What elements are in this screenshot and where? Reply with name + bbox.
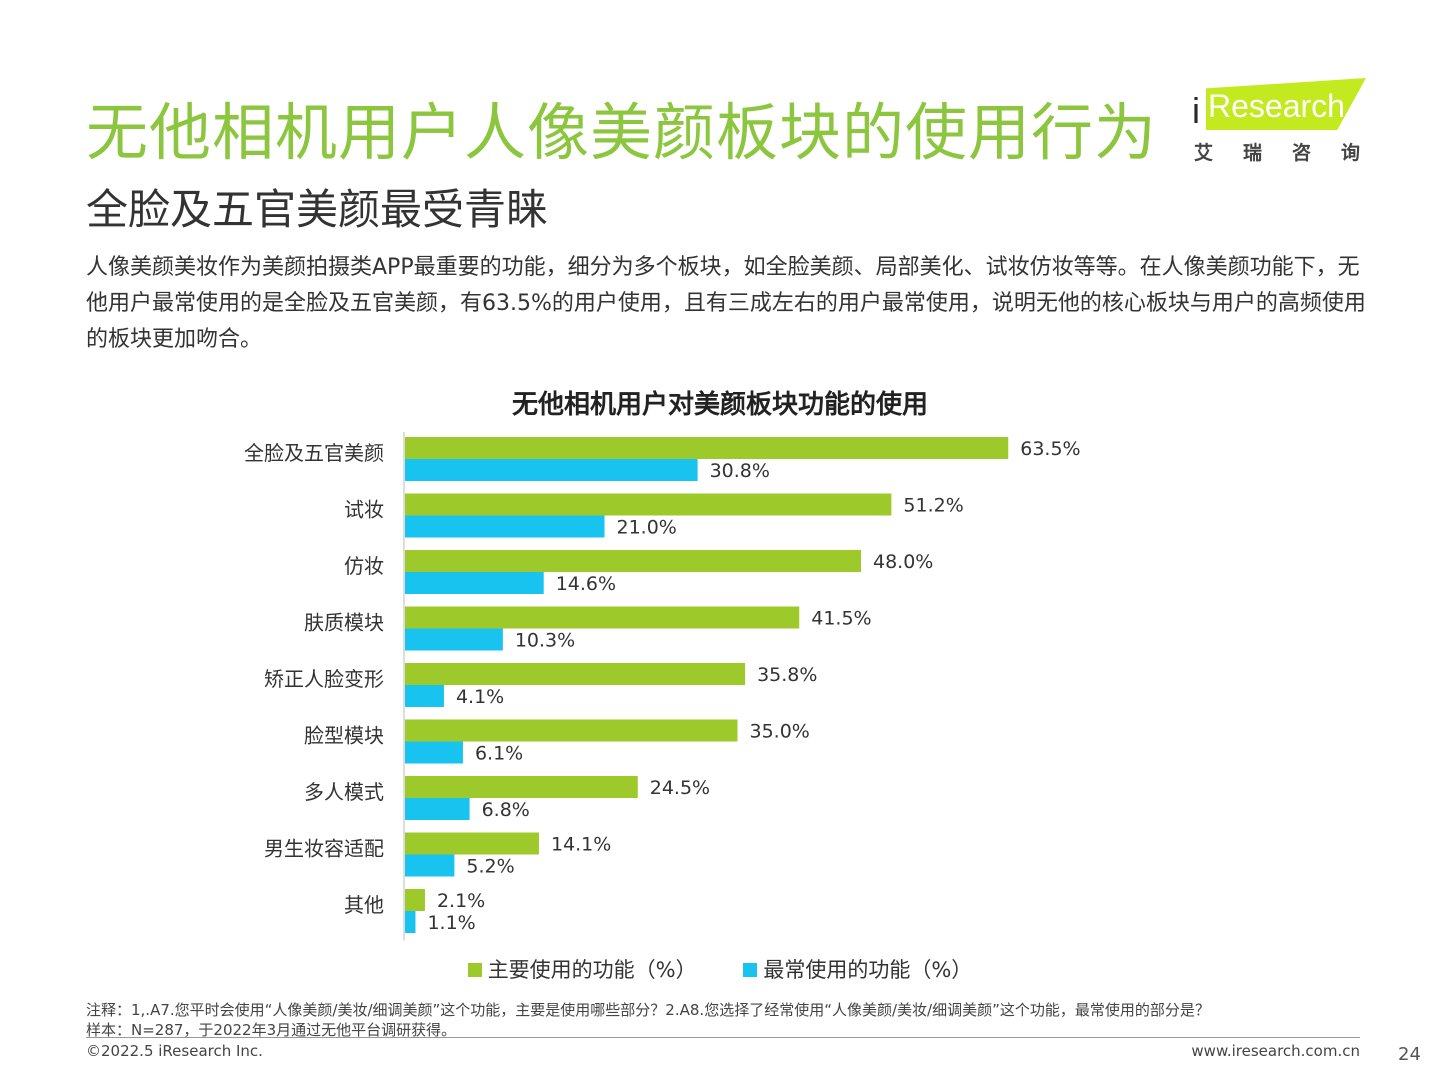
bar-most-used (405, 459, 698, 481)
data-label: 14.6% (556, 573, 616, 595)
legend-item-primary: 主要使用的功能（%） (467, 954, 697, 984)
legend-label-primary: 主要使用的功能（%） (487, 958, 697, 982)
bar-primary (405, 437, 1009, 459)
data-label: 10.3% (515, 630, 575, 652)
data-label: 35.8% (757, 664, 817, 686)
data-label: 41.5% (811, 608, 871, 630)
page-subtitle: 全脸及五官美颜最受青睐 (86, 185, 549, 234)
category-label: 肤质模块 (304, 611, 384, 635)
bar-primary (405, 889, 425, 911)
description-paragraph: 人像美颜美妆作为美颜拍摄类APP最重要的功能，细分为多个板块，如全脸美颜、局部美… (86, 255, 1366, 352)
copyright-text: ©2022.5 iResearch Inc. (86, 1042, 263, 1060)
category-label: 其他 (344, 893, 384, 917)
data-label: 6.1% (475, 743, 523, 765)
website-link[interactable]: www.iresearch.com.cn (1191, 1042, 1360, 1060)
bar-most-used (405, 741, 463, 764)
legend-item-most-used: 最常使用的功能（%） (743, 954, 972, 984)
footnote-line-1: 注释：1,.A7.您平时会使用“人像美颜/美妆/细调美颜”这个功能，主要是使用哪… (86, 1001, 1210, 1019)
legend-swatch-primary (467, 963, 482, 977)
bar-primary (405, 776, 638, 798)
bar-primary (405, 832, 539, 855)
legend-swatch-most-used (743, 963, 758, 977)
data-label: 35.0% (750, 721, 810, 743)
bar-most-used (405, 515, 605, 538)
data-label: 63.5% (1020, 438, 1080, 460)
legend-label-most-used: 最常使用的功能（%） (763, 958, 973, 982)
category-label: 试妆 (344, 498, 384, 522)
bar-most-used (405, 798, 470, 820)
footnote: 注释：1,.A7.您平时会使用“人像美颜/美妆/细调美颜”这个功能，主要是使用哪… (86, 1000, 1386, 1040)
logo-chinese-name: 艾瑞咨询 (1194, 142, 1391, 164)
bar-primary (405, 493, 892, 516)
data-label: 2.1% (437, 890, 485, 912)
bar-most-used (405, 854, 455, 877)
bar-most-used (405, 911, 416, 933)
category-label: 仿妆 (344, 554, 384, 578)
bar-primary (405, 719, 738, 742)
data-label: 14.1% (551, 834, 611, 856)
bar-primary (405, 550, 861, 572)
iresearch-logo: i Research 艾瑞咨询 (1188, 72, 1370, 164)
bar-primary (405, 606, 800, 629)
category-label: 矫正人脸变形 (264, 667, 384, 691)
data-label: 48.0% (873, 551, 933, 573)
bar-primary (405, 663, 746, 685)
data-label: 1.1% (427, 912, 475, 934)
data-label: 30.8% (710, 460, 770, 482)
chart-legend: 主要使用的功能（%） 最常使用的功能（%） (0, 954, 1440, 984)
data-label: 5.2% (466, 856, 514, 878)
bar-most-used (405, 572, 544, 594)
category-label: 多人模式 (304, 780, 384, 804)
data-label: 4.1% (456, 686, 504, 708)
category-label: 男生妆容适配 (264, 837, 384, 861)
logo-i-mark: i (1192, 90, 1200, 131)
bar-most-used (405, 685, 444, 707)
page-title: 无他相机用户人像美颜板块的使用行为 (86, 96, 1158, 169)
data-label: 24.5% (650, 777, 710, 799)
data-label: 21.0% (617, 517, 677, 539)
data-label: 6.8% (482, 799, 530, 821)
footnote-line-2: 样本：N=287，于2022年3月通过无他平台调研获得。 (86, 1021, 457, 1039)
data-label: 51.2% (903, 495, 963, 517)
chart-title: 无他相机用户对美颜板块功能的使用 (511, 390, 928, 420)
bar-most-used (405, 628, 503, 651)
logo-text: Research (1208, 88, 1345, 124)
footer-divider (86, 1037, 1360, 1038)
page-number: 24 (1398, 1044, 1421, 1065)
category-label: 全脸及五官美颜 (244, 441, 384, 465)
category-label: 脸型模块 (304, 724, 384, 748)
